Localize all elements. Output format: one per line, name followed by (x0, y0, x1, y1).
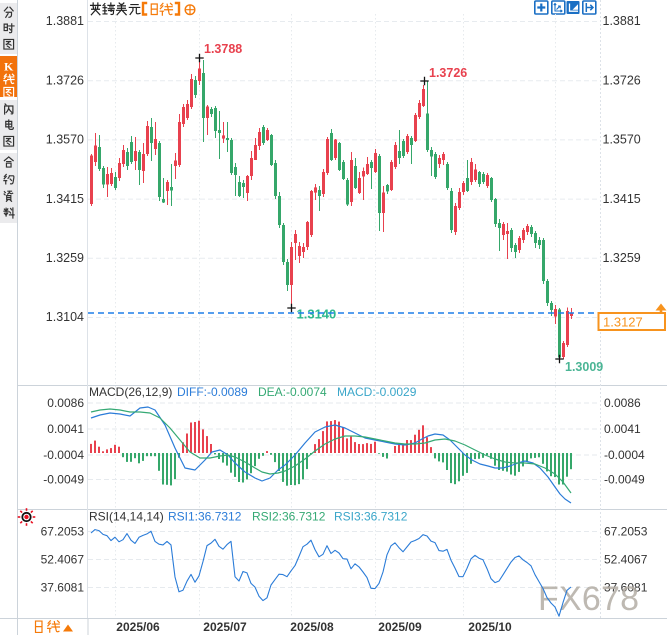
svg-text:1.3881: 1.3881 (46, 14, 84, 28)
svg-text:1.3127: 1.3127 (603, 315, 643, 330)
svg-text:1.3570: 1.3570 (46, 133, 84, 147)
svg-text:67.2053: 67.2053 (41, 525, 85, 539)
svg-text:1.3726: 1.3726 (46, 73, 84, 87)
svg-text:1.3259: 1.3259 (46, 251, 84, 265)
svg-text:0.0086: 0.0086 (604, 396, 641, 410)
svg-text:MACD(26,12,9): MACD(26,12,9) (89, 385, 172, 399)
svg-text:RSI2:36.7312: RSI2:36.7312 (252, 510, 326, 524)
svg-text:RSI3:36.7312: RSI3:36.7312 (334, 510, 408, 524)
svg-text:2025/09: 2025/09 (378, 620, 422, 634)
svg-text:1.3415: 1.3415 (603, 192, 641, 206)
svg-text:0.0041: 0.0041 (47, 422, 84, 436)
svg-text:0.0086: 0.0086 (47, 396, 84, 410)
svg-text:1.3259: 1.3259 (603, 251, 641, 265)
svg-text:2025/07: 2025/07 (203, 620, 247, 634)
svg-text:MACD:-0.0029: MACD:-0.0029 (337, 385, 417, 399)
svg-text:DEA:-0.0074: DEA:-0.0074 (258, 385, 327, 399)
svg-text:1.3570: 1.3570 (603, 133, 641, 147)
svg-text:1.3140: 1.3140 (297, 307, 337, 322)
svg-text:1.3788: 1.3788 (204, 42, 242, 56)
svg-text:-0.0049: -0.0049 (43, 473, 84, 487)
svg-text:0.0041: 0.0041 (604, 422, 641, 436)
svg-text:1.3009: 1.3009 (565, 360, 603, 374)
svg-text:52.4067: 52.4067 (41, 553, 85, 567)
svg-text:-0.0004: -0.0004 (604, 448, 645, 462)
svg-text:2025/10: 2025/10 (468, 620, 512, 634)
svg-text:37.6081: 37.6081 (604, 581, 648, 595)
svg-text:1.3881: 1.3881 (603, 14, 641, 28)
svg-text:1.3104: 1.3104 (46, 310, 84, 324)
svg-text:1.3726: 1.3726 (429, 66, 467, 80)
svg-text:-0.0004: -0.0004 (43, 448, 84, 462)
svg-text:RSI(14,14,14): RSI(14,14,14) (89, 510, 164, 524)
svg-text:1.3726: 1.3726 (603, 73, 641, 87)
svg-text:52.4067: 52.4067 (604, 553, 648, 567)
svg-text:2025/06: 2025/06 (116, 620, 160, 634)
svg-text:-0.0049: -0.0049 (604, 473, 645, 487)
svg-text:37.6081: 37.6081 (41, 581, 85, 595)
svg-text:FX678: FX678 (538, 580, 639, 618)
svg-text:1.3415: 1.3415 (46, 192, 84, 206)
svg-text:67.2053: 67.2053 (604, 525, 648, 539)
svg-text:DIFF:-0.0089: DIFF:-0.0089 (177, 385, 248, 399)
svg-text:RSI1:36.7312: RSI1:36.7312 (168, 510, 242, 524)
svg-text:K: K (4, 60, 14, 74)
svg-text:2025/08: 2025/08 (290, 620, 334, 634)
